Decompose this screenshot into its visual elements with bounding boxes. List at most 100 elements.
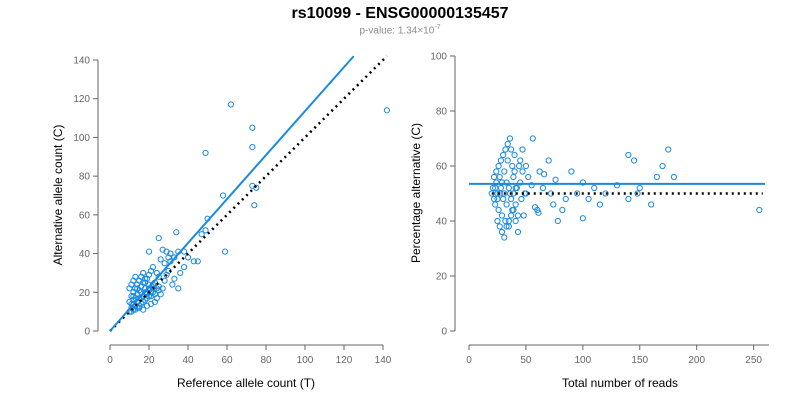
- left-y-ticks: 0 20 40 60 80 100 120 140: [73, 56, 98, 338]
- data-point: [490, 173, 498, 181]
- data-point: [503, 179, 510, 186]
- data-point: [636, 184, 643, 192]
- data-point: [501, 168, 508, 175]
- data-point: [579, 215, 586, 222]
- data-point: [519, 146, 526, 153]
- data-point: [517, 157, 524, 164]
- data-point: [155, 287, 162, 294]
- data-point: [505, 184, 512, 192]
- data-point: [145, 248, 153, 255]
- data-point: [498, 179, 506, 186]
- data-point: [161, 260, 168, 267]
- x-tick-label: 0: [466, 355, 472, 366]
- y-tick-label: 80: [79, 172, 91, 183]
- right-y-ticks: 0 20 40 60 80 100: [430, 52, 455, 338]
- left-y-label: Alternative allele count (C): [51, 125, 65, 266]
- x-tick-label: 80: [260, 355, 272, 366]
- data-point: [221, 248, 229, 255]
- data-point: [559, 206, 566, 214]
- data-point: [653, 173, 660, 181]
- data-point: [181, 264, 188, 271]
- data-point: [173, 229, 180, 236]
- data-point: [490, 195, 498, 203]
- x-tick-label: 100: [575, 355, 592, 366]
- data-point: [756, 206, 763, 214]
- data-point: [522, 162, 530, 170]
- p-value-text: p-value: 1.34×10: [359, 25, 435, 37]
- left-scatter-plot: 0 20 40 60 80 100 120 140 0 20 40 60 80 100 120 140 Re…: [51, 55, 392, 390]
- y-tick-label: 40: [79, 249, 91, 260]
- data-point: [175, 285, 182, 292]
- data-point: [493, 168, 500, 175]
- y-tick-label: 20: [79, 288, 91, 299]
- x-tick-label: 250: [745, 355, 762, 366]
- data-point: [534, 206, 541, 214]
- data-point: [596, 201, 604, 208]
- data-point: [568, 168, 575, 175]
- data-point: [496, 223, 503, 230]
- left-x-label: Reference allele count (T): [177, 376, 315, 390]
- data-point: [495, 162, 502, 170]
- data-point: [509, 162, 516, 170]
- data-point: [202, 227, 209, 234]
- data-point: [510, 173, 517, 181]
- data-point: [525, 173, 532, 181]
- data-point: [249, 144, 256, 151]
- data-point: [130, 293, 137, 300]
- data-point: [171, 275, 178, 282]
- data-point: [519, 168, 526, 175]
- data-point: [132, 273, 139, 280]
- data-point: [514, 212, 522, 219]
- data-point: [140, 269, 147, 277]
- data-point: [496, 190, 503, 197]
- chart-subtitle: p-value: 1.34×10-7: [0, 24, 800, 36]
- right-scatter-plot: 0 20 40 60 80 100 0 50 100 150 200 250 Total numbe…: [409, 52, 769, 390]
- y-tick-label: 100: [73, 133, 90, 144]
- data-point: [574, 190, 581, 197]
- data-point: [508, 212, 515, 219]
- left-points: [126, 101, 390, 315]
- data-point: [552, 176, 559, 183]
- x-tick-label: 140: [375, 355, 392, 366]
- data-point: [518, 195, 525, 203]
- data-point: [492, 184, 499, 192]
- data-point: [494, 217, 501, 225]
- left-reference-line: [109, 55, 388, 332]
- y-tick-label: 20: [436, 272, 448, 283]
- data-point: [177, 269, 184, 277]
- data-point: [517, 179, 524, 186]
- y-tick-label: 80: [436, 107, 448, 118]
- data-point: [198, 231, 205, 238]
- data-point: [151, 291, 158, 298]
- data-point: [504, 140, 511, 148]
- y-tick-label: 0: [84, 327, 90, 338]
- y-tick-label: 40: [436, 217, 448, 228]
- data-point: [536, 168, 543, 175]
- data-point: [591, 184, 598, 192]
- data-point: [501, 190, 508, 197]
- data-point: [512, 201, 519, 208]
- data-point: [585, 195, 592, 203]
- data-point: [630, 157, 638, 164]
- data-point: [220, 192, 227, 199]
- data-point: [249, 124, 256, 131]
- data-point: [251, 202, 258, 209]
- p-value-exponent: -7: [434, 24, 441, 31]
- data-point: [500, 151, 507, 159]
- chart-title: rs10099 - ENSG00000135457: [291, 5, 509, 22]
- data-point: [153, 269, 160, 277]
- x-tick-label: 100: [297, 355, 314, 366]
- data-point: [149, 264, 156, 271]
- data-point: [171, 254, 178, 261]
- left-x-ticks: 0 20 40 60 80 100 120 140: [107, 345, 392, 366]
- data-point: [134, 285, 141, 292]
- data-point: [539, 184, 547, 192]
- data-point: [528, 182, 535, 189]
- x-tick-label: 40: [182, 355, 194, 366]
- data-point: [659, 162, 666, 170]
- data-point: [184, 254, 192, 261]
- data-point: [142, 275, 149, 282]
- x-tick-label: 0: [107, 355, 113, 366]
- data-point: [497, 184, 504, 192]
- data-point: [227, 101, 234, 108]
